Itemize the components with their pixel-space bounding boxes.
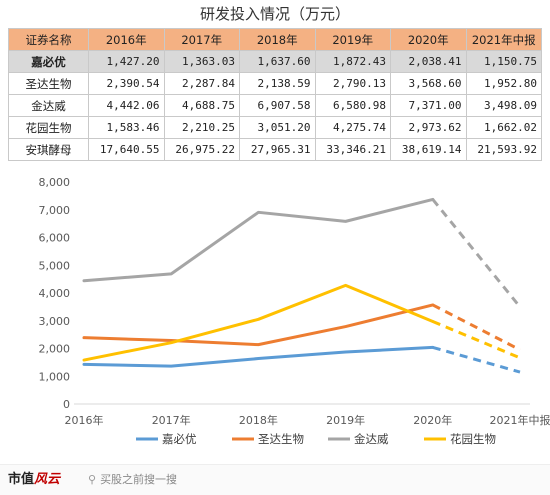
y-tick-label: 1,000 [39, 370, 71, 383]
table-cell-value: 1,952.80 [466, 73, 542, 95]
table-cell-value: 38,619.14 [391, 139, 467, 161]
x-tick-label: 2020年 [413, 413, 452, 427]
table-cell-value: 2,287.84 [164, 73, 240, 95]
brand-accent-text: 风云 [34, 472, 60, 487]
table-cell-value: 1,427.20 [89, 51, 165, 73]
x-tick-label: 2021年中报 [490, 413, 550, 427]
x-tick-label: 2017年 [152, 413, 191, 427]
table-cell-value: 2,390.54 [89, 73, 165, 95]
search-icon: ⚲ [88, 471, 96, 489]
header-year-6: 2021年中报 [466, 29, 542, 51]
table-cell-value: 27,965.31 [240, 139, 316, 161]
table-title: 研发投入情况（万元） [0, 0, 550, 28]
header-year-3: 2018年 [240, 29, 316, 51]
series-forecast-segment-嘉必优 [433, 347, 520, 372]
table-cell-value: 1,637.60 [240, 51, 316, 73]
header-year-5: 2020年 [391, 29, 467, 51]
series-forecast-segment-金达威 [433, 199, 520, 306]
table-cell-value: 3,498.09 [466, 95, 542, 117]
table-cell-value: 26,975.22 [164, 139, 240, 161]
table-cell-value: 2,038.41 [391, 51, 467, 73]
table-cell-value: 3,568.60 [391, 73, 467, 95]
series-line-圣达生物 [84, 305, 433, 345]
row-security-name: 嘉必优 [9, 51, 89, 73]
row-security-name: 金达威 [9, 95, 89, 117]
search-hint[interactable]: ⚲ 买股之前搜一搜 [88, 471, 177, 489]
table-cell-value: 3,051.20 [240, 117, 316, 139]
table-cell-value: 1,583.46 [89, 117, 165, 139]
table-cell-value: 6,580.98 [315, 95, 391, 117]
table-cell-value: 1,872.43 [315, 51, 391, 73]
y-tick-label: 4,000 [39, 287, 71, 300]
brand-logo: 市值风云 [8, 471, 60, 489]
legend-label: 金达威 [354, 432, 389, 446]
table-cell-value: 17,640.55 [89, 139, 165, 161]
y-tick-label: 2,000 [39, 343, 71, 356]
table-cell-value: 7,371.00 [391, 95, 467, 117]
table-cell-value: 2,973.62 [391, 117, 467, 139]
x-tick-label: 2018年 [239, 413, 278, 427]
legend-label: 花园生物 [450, 432, 496, 446]
table-cell-value: 1,363.03 [164, 51, 240, 73]
table-cell-value: 6,907.58 [240, 95, 316, 117]
row-security-name: 花园生物 [9, 117, 89, 139]
row-security-name: 安琪酵母 [9, 139, 89, 161]
y-tick-label: 0 [63, 398, 70, 411]
table-cell-value: 21,593.92 [466, 139, 542, 161]
header-security-name: 证券名称 [9, 29, 89, 51]
table-cell-value: 1,662.02 [466, 117, 542, 139]
chart-svg: 0 1,000 2,000 3,000 4,000 5,000 6,000 7,000 8,00… [0, 168, 550, 464]
y-tick-label: 7,000 [39, 204, 71, 217]
table-cell-value: 33,346.21 [315, 139, 391, 161]
table-cell-value: 4,275.74 [315, 117, 391, 139]
legend-label: 圣达生物 [258, 432, 304, 446]
series-line-金达威 [84, 199, 433, 280]
table-cell-value: 4,442.06 [89, 95, 165, 117]
y-tick-label: 8,000 [39, 176, 71, 189]
footer-bar: 市值风云 ⚲ 买股之前搜一搜 [0, 464, 550, 495]
legend-label: 嘉必优 [162, 432, 197, 446]
table-cell-value: 1,150.75 [466, 51, 542, 73]
table-cell-value: 2,790.13 [315, 73, 391, 95]
x-tick-label: 2019年 [326, 413, 365, 427]
table-cell-value: 4,688.75 [164, 95, 240, 117]
y-tick-label: 5,000 [39, 259, 71, 272]
table-cell-value: 2,138.59 [240, 73, 316, 95]
header-year-2: 2017年 [164, 29, 240, 51]
y-tick-label: 6,000 [39, 232, 71, 245]
header-year-4: 2019年 [315, 29, 391, 51]
row-security-name: 圣达生物 [9, 73, 89, 95]
rd-line-chart: 0 1,000 2,000 3,000 4,000 5,000 6,000 7,000 8,00… [0, 168, 550, 464]
brand-main-text: 市值 [8, 472, 34, 487]
x-tick-label: 2016年 [65, 413, 104, 427]
search-hint-text: 买股之前搜一搜 [100, 473, 177, 486]
y-tick-label: 3,000 [39, 315, 71, 328]
header-year-1: 2016年 [89, 29, 165, 51]
table-cell-value: 2,210.25 [164, 117, 240, 139]
